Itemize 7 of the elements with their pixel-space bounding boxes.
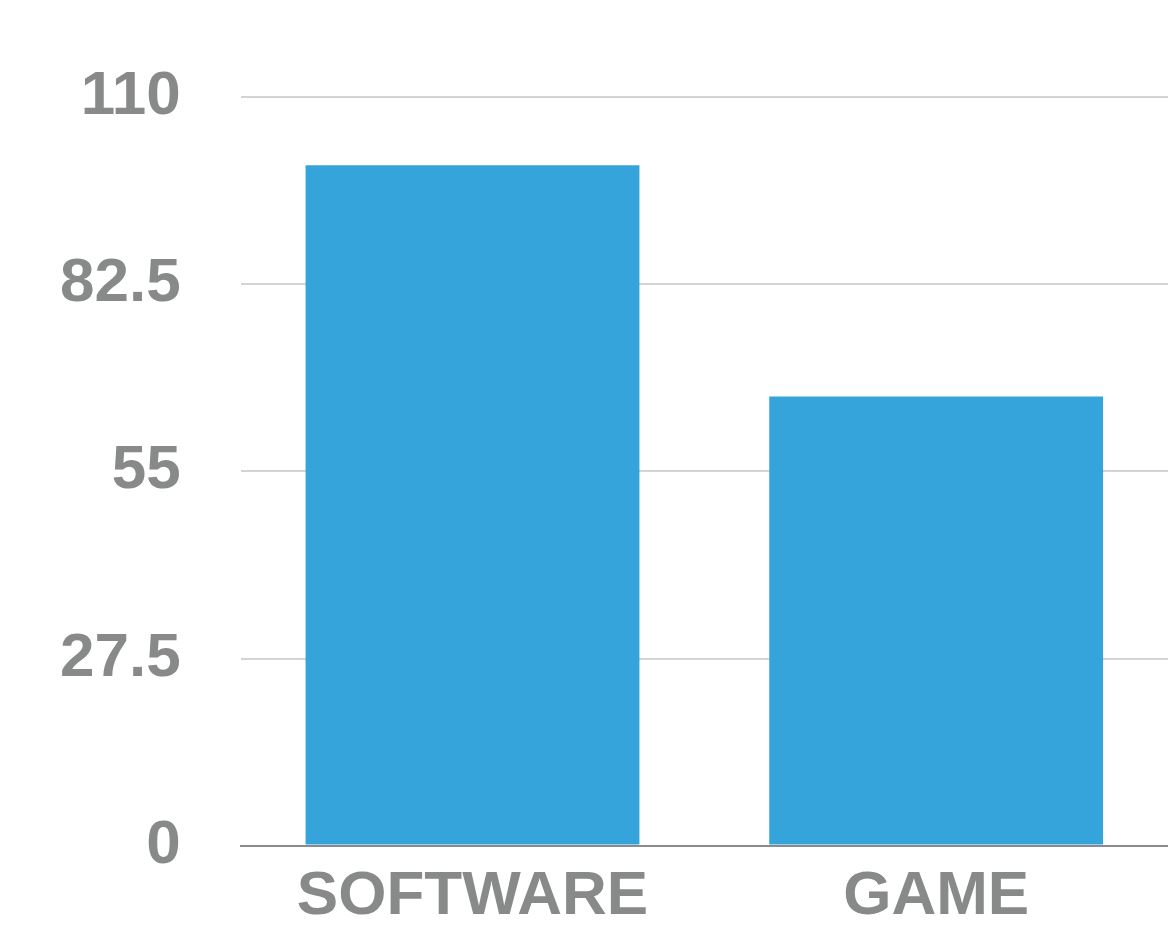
x-tick-label: GAME	[843, 857, 1030, 927]
y-tick-label: 55	[111, 432, 181, 502]
x-tick-label: SOFTWARE	[296, 857, 649, 927]
y-tick-label: 0	[146, 806, 181, 876]
y-tick-label: 27.5	[60, 619, 181, 689]
y-tick-label: 82.5	[60, 245, 181, 315]
y-tick-label: 110	[80, 58, 181, 128]
